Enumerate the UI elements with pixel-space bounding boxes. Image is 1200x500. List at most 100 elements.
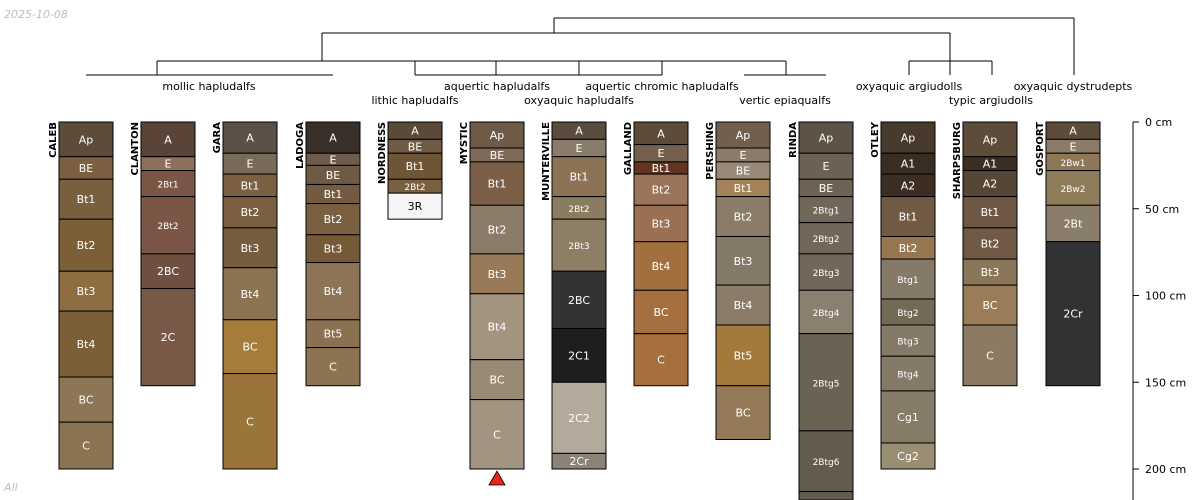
horizon-label: Bt3: [324, 243, 343, 256]
horizon-label: BC: [982, 299, 997, 312]
horizon-otley-cg2: [880, 442, 936, 470]
horizon-otley-btg3: [880, 324, 936, 357]
horizon-label: 2Btg2: [813, 235, 840, 245]
horizon-label: 2BC: [157, 265, 179, 278]
horizon-sharpsburg-bc: [962, 284, 1018, 326]
horizon-mystic-c: [469, 399, 525, 470]
horizon-gara-a: [222, 121, 278, 154]
horizon-rinda-2btg2: [798, 222, 854, 255]
horizon-label: Ap: [983, 133, 998, 146]
horizon-label: 2Btg1: [813, 207, 840, 217]
horizon-label: 2Bw2: [1061, 185, 1086, 195]
horizon-label: A2: [983, 178, 998, 191]
horizon-label: Bt2: [652, 184, 671, 197]
horizon-otley-ap: [880, 121, 936, 154]
horizon-label: 2Cr: [569, 455, 589, 468]
profile-name-label: GOSPORT: [1035, 122, 1046, 176]
horizon-label: Bt1: [77, 193, 96, 206]
horizon-label: BC: [735, 407, 750, 420]
horizon-label: Bt1: [406, 160, 425, 173]
horizon-label: 2Btg5: [813, 379, 840, 389]
horizon-label: Bt5: [324, 328, 343, 341]
horizon-label: BE: [326, 169, 341, 182]
horizon-label: Bt2: [734, 211, 753, 224]
horizon-clanton-2bc: [140, 253, 196, 290]
horizon-label: Btg4: [897, 371, 918, 381]
horizon-label: C: [657, 354, 665, 367]
horizon-label: Bt2: [77, 239, 96, 252]
horizon-label: 2Bt3: [568, 242, 589, 252]
horizon-munterville-2bt3: [551, 218, 607, 272]
profile-name-label: GARA: [212, 122, 223, 154]
horizon-label: 3R: [408, 200, 423, 213]
horizon-label: Bt4: [77, 338, 96, 351]
horizon-label: Btg1: [897, 276, 918, 286]
horizon-label: Cg1: [897, 411, 919, 424]
taxon-label: typic argiudolls: [949, 94, 1033, 107]
taxon-label: aquertic hapludalfs: [444, 80, 550, 93]
horizon-label: 2Cr: [1063, 308, 1083, 321]
horizon-label: E: [247, 158, 254, 171]
horizon-label: Bt4: [324, 285, 343, 298]
horizon-label: Bt2: [324, 213, 343, 226]
horizon-gosport-2bw2: [1045, 170, 1101, 206]
horizon-gosport-2cr: [1045, 241, 1101, 387]
horizon-label: BE: [408, 140, 423, 153]
horizon-caleb-c: [58, 421, 114, 470]
horizon-clanton-2bt1: [140, 170, 196, 198]
horizon-label: A: [329, 132, 337, 145]
profile-rinda: Ap E BE 2Btg1 2Btg2 2Btg3 2Btg4 2Btg5 2Btg6 RINDA: [788, 121, 854, 500]
profile-munterville: AE Bt1 2Bt2 2Bt3 2BC 2C1 2C2 2Cr MUNTERVILLE: [541, 121, 607, 470]
horizon-sharpsburg-a2: [962, 170, 1018, 198]
horizon-label: A1: [983, 158, 998, 171]
horizon-label: Bt1: [734, 182, 753, 195]
horizon-label: Ap: [490, 129, 505, 142]
horizon-label: Btg2: [897, 309, 918, 319]
horizon-label: E: [740, 149, 747, 162]
horizon-ladoga-bt2: [305, 203, 361, 236]
horizon-sharpsburg-bt3: [962, 258, 1018, 286]
horizon-label: Bt3: [981, 266, 1000, 279]
horizon-ladoga-c: [305, 347, 361, 387]
profile-sharpsburg: Ap A1 A2 Bt1 Bt2 Bt3 BC C SHARPSBURG: [952, 121, 1018, 387]
horizon-label: C: [82, 440, 90, 453]
profile-name-label: CALEB: [48, 122, 59, 158]
horizon-sharpsburg-bt1: [962, 196, 1018, 229]
horizon-label: Bt1: [570, 171, 589, 184]
horizon-label: 2Bt: [1064, 217, 1084, 230]
horizon-label: E: [576, 142, 583, 155]
horizon-gara-bc: [222, 319, 278, 375]
horizon-gara-bt3: [222, 227, 278, 269]
taxon-label: lithic hapludalfs: [371, 94, 458, 107]
horizon-label: C: [986, 349, 994, 362]
profile-name-label: MUNTERVILLE: [541, 122, 552, 201]
horizon-label: 2Bt2: [157, 222, 178, 232]
horizon-munterville-2c2: [551, 381, 607, 454]
horizon-munterville-2bc: [551, 270, 607, 329]
horizon-label: Bt4: [734, 299, 753, 312]
profile-pershing: Ap E BE Bt1 Bt2 Bt3 Bt4 Bt5 BC PERSHING: [705, 121, 771, 441]
taxon-label: vertic epiaqualfs: [739, 94, 831, 107]
horizon-pershing-bt4: [715, 284, 771, 326]
truncation-marker-icon: [488, 470, 506, 486]
depth-axis-tick-label: 0 cm: [1145, 116, 1172, 129]
horizon-label: BE: [490, 149, 505, 162]
horizon-label: Bt1: [241, 179, 260, 192]
horizon-sharpsburg-ap: [962, 121, 1018, 158]
horizon-sharpsburg-bt2: [962, 227, 1018, 260]
horizon-clanton-2c: [140, 288, 196, 387]
horizon-pershing-bt2: [715, 196, 771, 238]
horizon-ladoga-a: [305, 121, 361, 154]
profile-name-label: PERSHING: [705, 122, 716, 180]
horizon-label: E: [1070, 140, 1077, 153]
horizon-pershing-bc: [715, 385, 771, 441]
horizon-label: Bt3: [77, 285, 96, 298]
horizon-label: BC: [242, 341, 257, 354]
horizon-galland-c: [633, 333, 689, 387]
horizon-galland-bc: [633, 289, 689, 335]
horizon-sharpsburg-c: [962, 324, 1018, 387]
